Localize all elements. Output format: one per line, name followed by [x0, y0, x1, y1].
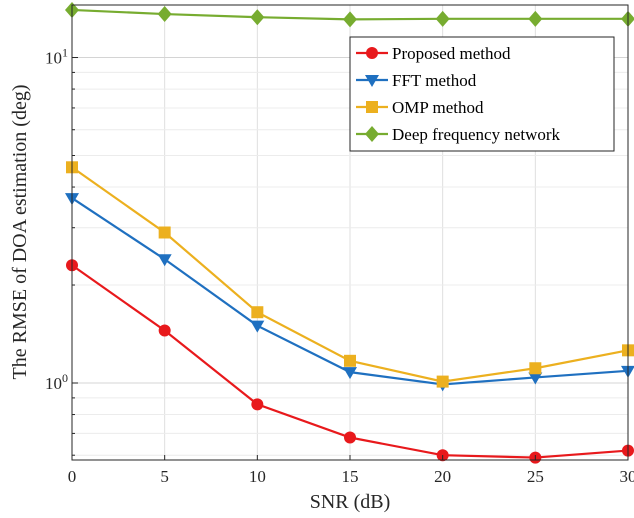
legend-marker [366, 101, 378, 113]
y-tick-label: 100 [45, 371, 68, 393]
fft-method-point [157, 254, 172, 267]
legend-label: Deep frequency network [392, 125, 561, 144]
legend-label: FFT method [392, 71, 477, 90]
proposed-method-point [158, 324, 171, 337]
legend-marker [366, 47, 378, 59]
omp-method-point [158, 226, 171, 239]
deep-frequency-network-point [250, 9, 265, 26]
legend-box [349, 36, 615, 152]
deep-frequency-network-point [528, 10, 543, 27]
x-tick-label: 5 [160, 467, 169, 486]
deep-frequency-network-point [157, 6, 172, 23]
deep-frequency-network-point [435, 10, 450, 27]
x-tick-label: 25 [527, 467, 544, 486]
legend-label: OMP method [392, 98, 484, 117]
y-axis-label: The RMSE of DOA estimation (deg) [9, 85, 31, 380]
x-tick-label: 15 [342, 467, 359, 486]
omp-method-point [529, 362, 542, 375]
legend-label: Proposed method [392, 44, 511, 63]
x-tick-label: 30 [620, 467, 634, 486]
y-tick-label: 101 [45, 46, 68, 68]
x-tick-label: 0 [68, 467, 77, 486]
deep-frequency-network-point [343, 11, 357, 28]
fft-method-point [343, 367, 357, 380]
fft-method-point [250, 320, 265, 333]
proposed-method-point [251, 398, 264, 411]
axis-ticks: 0 5 10 15 20 25 30 100 101 [45, 46, 634, 486]
legend-marker [365, 126, 379, 142]
x-axis-label: SNR (dB) [310, 491, 391, 513]
proposed-method-point [344, 431, 356, 444]
x-tick-label: 10 [249, 467, 266, 486]
omp-method-point [436, 375, 449, 388]
legend-marker [365, 75, 379, 87]
fft-method-point [528, 372, 543, 385]
legend: Proposed method FFT method OMP method Deep … [349, 36, 615, 152]
x-tick-label: 20 [434, 467, 451, 486]
omp-method-point [344, 354, 356, 367]
omp-method-point [251, 306, 264, 319]
